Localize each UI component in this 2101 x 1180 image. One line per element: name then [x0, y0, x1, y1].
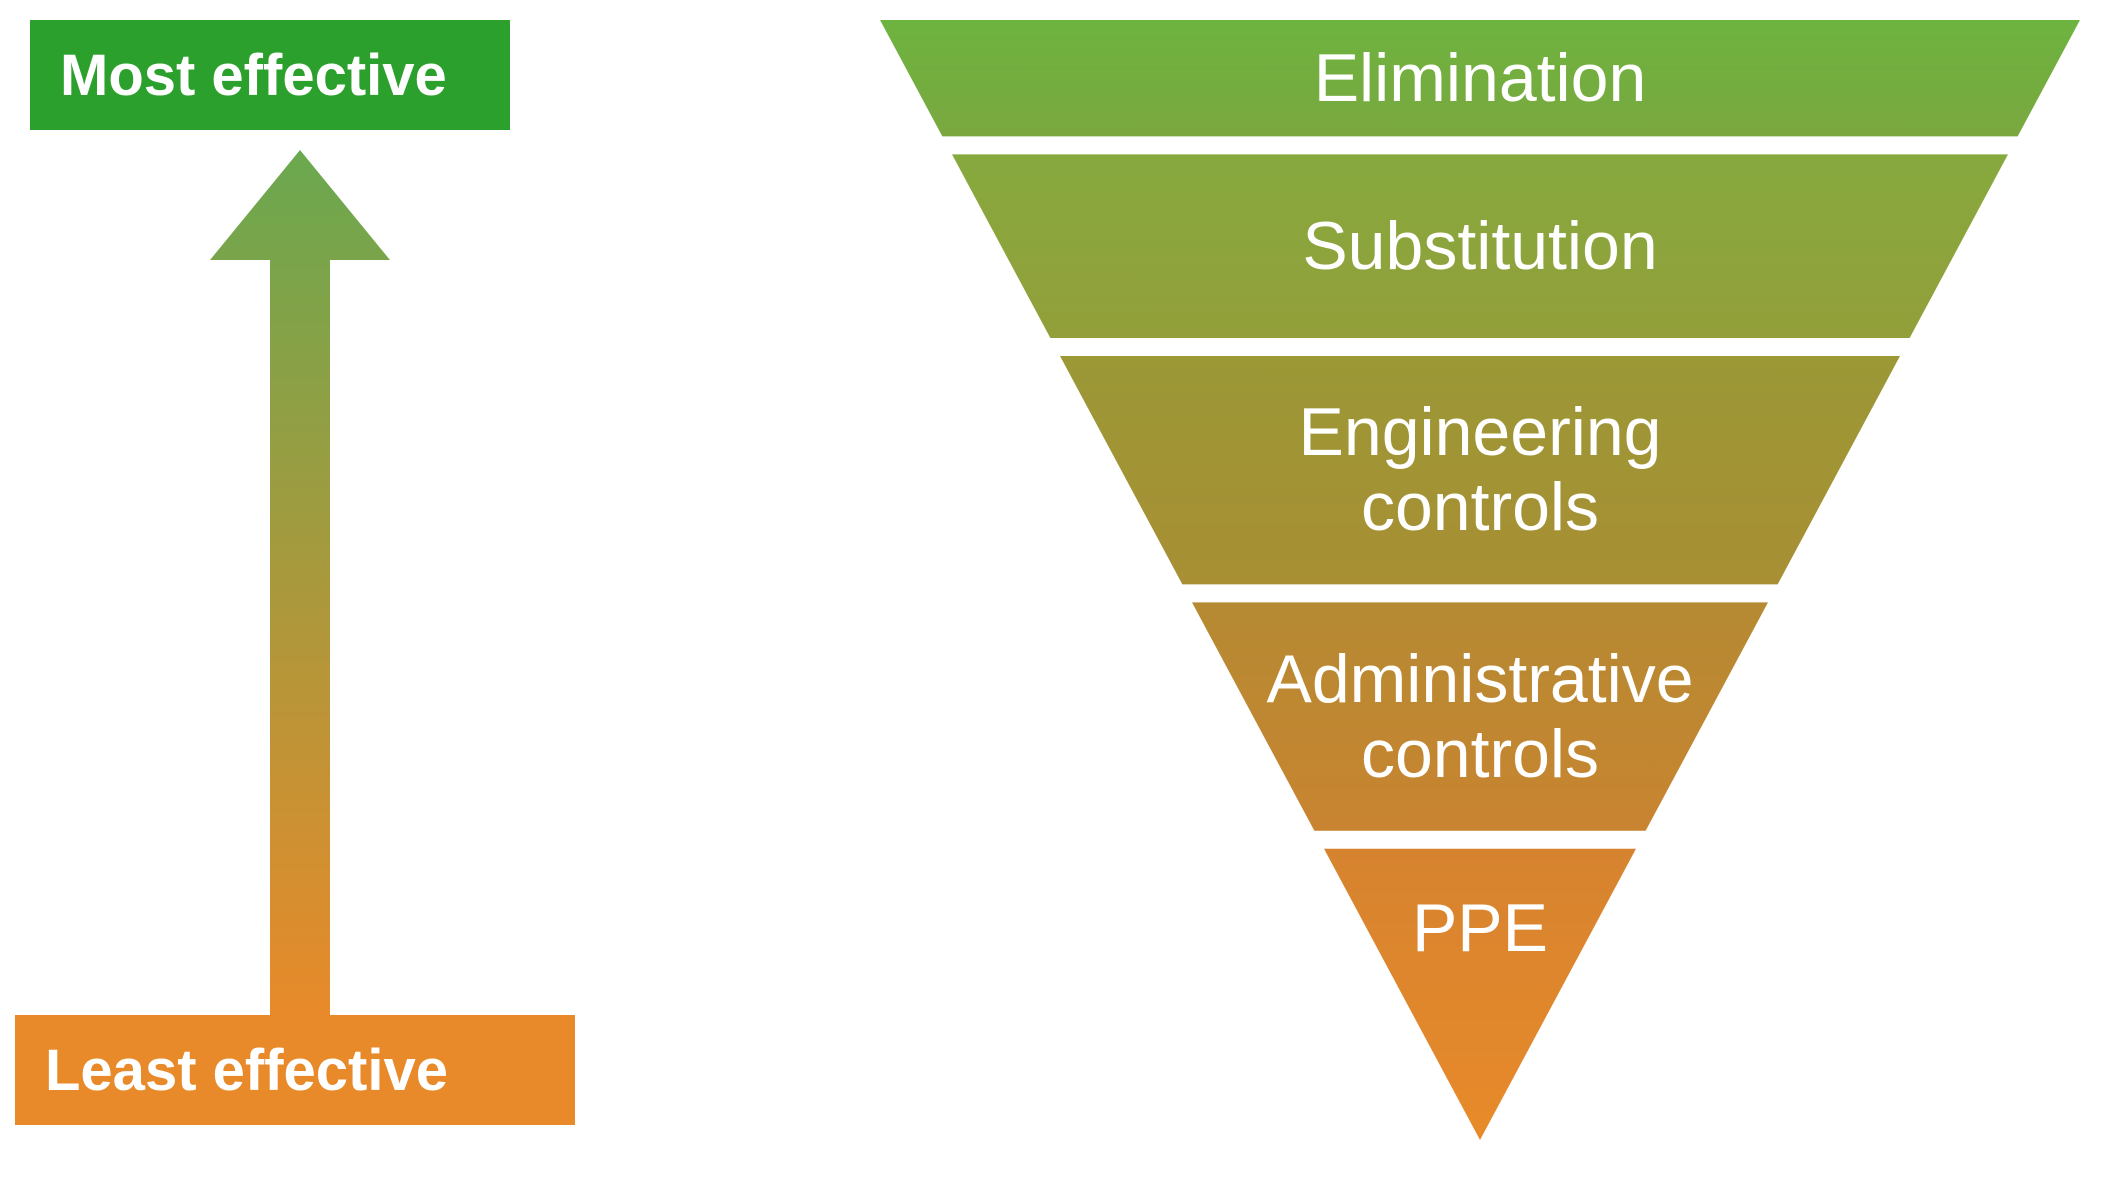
- hierarchy-of-controls-diagram: Most effective Least effective Eliminati…: [0, 0, 2101, 1180]
- pyramid-tier-label-1: Substitution: [1080, 209, 1880, 284]
- pyramid-tier-label-0: Elimination: [1080, 41, 1880, 116]
- pyramid-tier-label-3: Administrative controls: [1080, 642, 1880, 792]
- pyramid-tier-label-2: Engineering controls: [1080, 395, 1880, 545]
- controls-pyramid: [0, 0, 2101, 1180]
- pyramid-tier-label-4: PPE: [1080, 891, 1880, 966]
